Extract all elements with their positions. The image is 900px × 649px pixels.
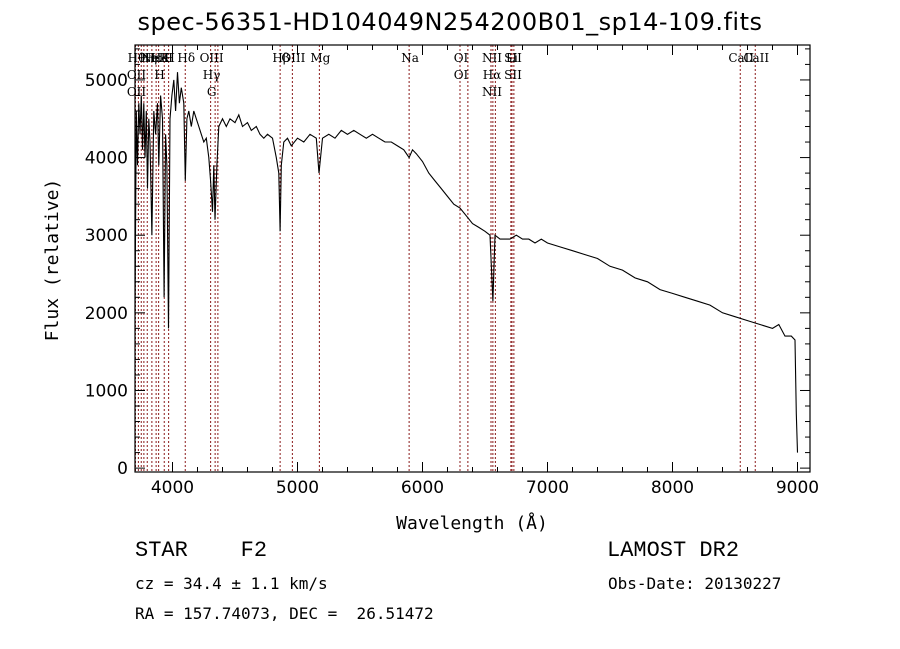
x-tick-label: 6000: [401, 478, 444, 498]
x-tick-label: 8000: [651, 478, 694, 498]
spectral-line-label: CaII: [743, 51, 769, 65]
spectral-line-label: Hθ: [128, 51, 146, 65]
spectral-line-label: OI: [454, 68, 469, 82]
y-axis-label: Flux (relative): [42, 179, 63, 342]
spectral-line-label: K: [161, 51, 171, 65]
survey-name: LAMOST DR2: [607, 538, 740, 563]
spectral-line-label: Hβ: [272, 51, 289, 65]
observation-date: Obs-Date: 20130227: [608, 574, 782, 593]
spectral-line-label: H: [164, 51, 174, 65]
chart-title: spec-56351-HD104049N254200B01_sp14-109.f…: [137, 8, 763, 36]
spectral-line-label: OI: [454, 51, 469, 65]
spectral-line-label: NII: [482, 85, 502, 99]
x-tick-label: 7000: [526, 478, 569, 498]
spectral-line-label: Hγ: [203, 68, 221, 82]
spectral-line-label: Hα: [483, 68, 502, 82]
spectral-line-label: OIII: [200, 51, 224, 65]
spectral-line-label: H: [154, 68, 164, 82]
x-axis-ticks: 4000 5000 6000 7000 8000 9000: [151, 45, 819, 498]
object-class: STAR F2: [135, 538, 268, 563]
spectral-line-label: He: [151, 51, 169, 65]
spectral-line-label: Mg: [310, 51, 330, 65]
spectral-line-markers: [135, 45, 756, 472]
y-tick-label: 5000: [85, 71, 128, 91]
spectral-line-label: OII: [127, 85, 147, 99]
redshift-velocity: cz = 34.4 ± 1.1 km/s: [135, 574, 328, 593]
spectral-line-label: NeIII: [141, 51, 173, 65]
plot-frame: [134, 44, 811, 473]
spectral-line-label: Hε: [145, 51, 162, 65]
y-tick-label: 0: [117, 459, 128, 479]
x-tick-label: 4000: [151, 478, 194, 498]
x-tick-label: 5000: [276, 478, 319, 498]
y-axis-ticks: 0 1000 2000 3000 4000 5000: [85, 48, 810, 479]
x-axis-label: Wavelength (Å): [396, 512, 548, 534]
spectral-line-label: CaII: [728, 51, 754, 65]
spectral-line-label: SII: [504, 51, 522, 65]
y-tick-label: 4000: [85, 149, 128, 169]
spectral-line-label: Hδ: [177, 51, 195, 65]
ra-dec-coordinates: RA = 157.74073, DEC = 26.51472: [135, 604, 434, 623]
spectral-line-label: Hη: [139, 51, 157, 65]
spectrum-line: [134, 72, 799, 453]
x-tick-label: 9000: [776, 478, 819, 498]
spectral-line-label: SII: [504, 68, 522, 82]
spectral-line-label: NII: [482, 51, 502, 65]
spectral-line-label: G: [207, 85, 217, 99]
spectral-line-label: Na: [401, 51, 419, 65]
spectral-line-label: OIII: [281, 51, 305, 65]
y-tick-label: 2000: [85, 304, 128, 324]
y-tick-label: 1000: [85, 381, 128, 401]
y-tick-label: 3000: [85, 226, 128, 246]
spectral-line-label: Li: [506, 51, 518, 65]
spectral-line-label: OII: [127, 68, 147, 82]
